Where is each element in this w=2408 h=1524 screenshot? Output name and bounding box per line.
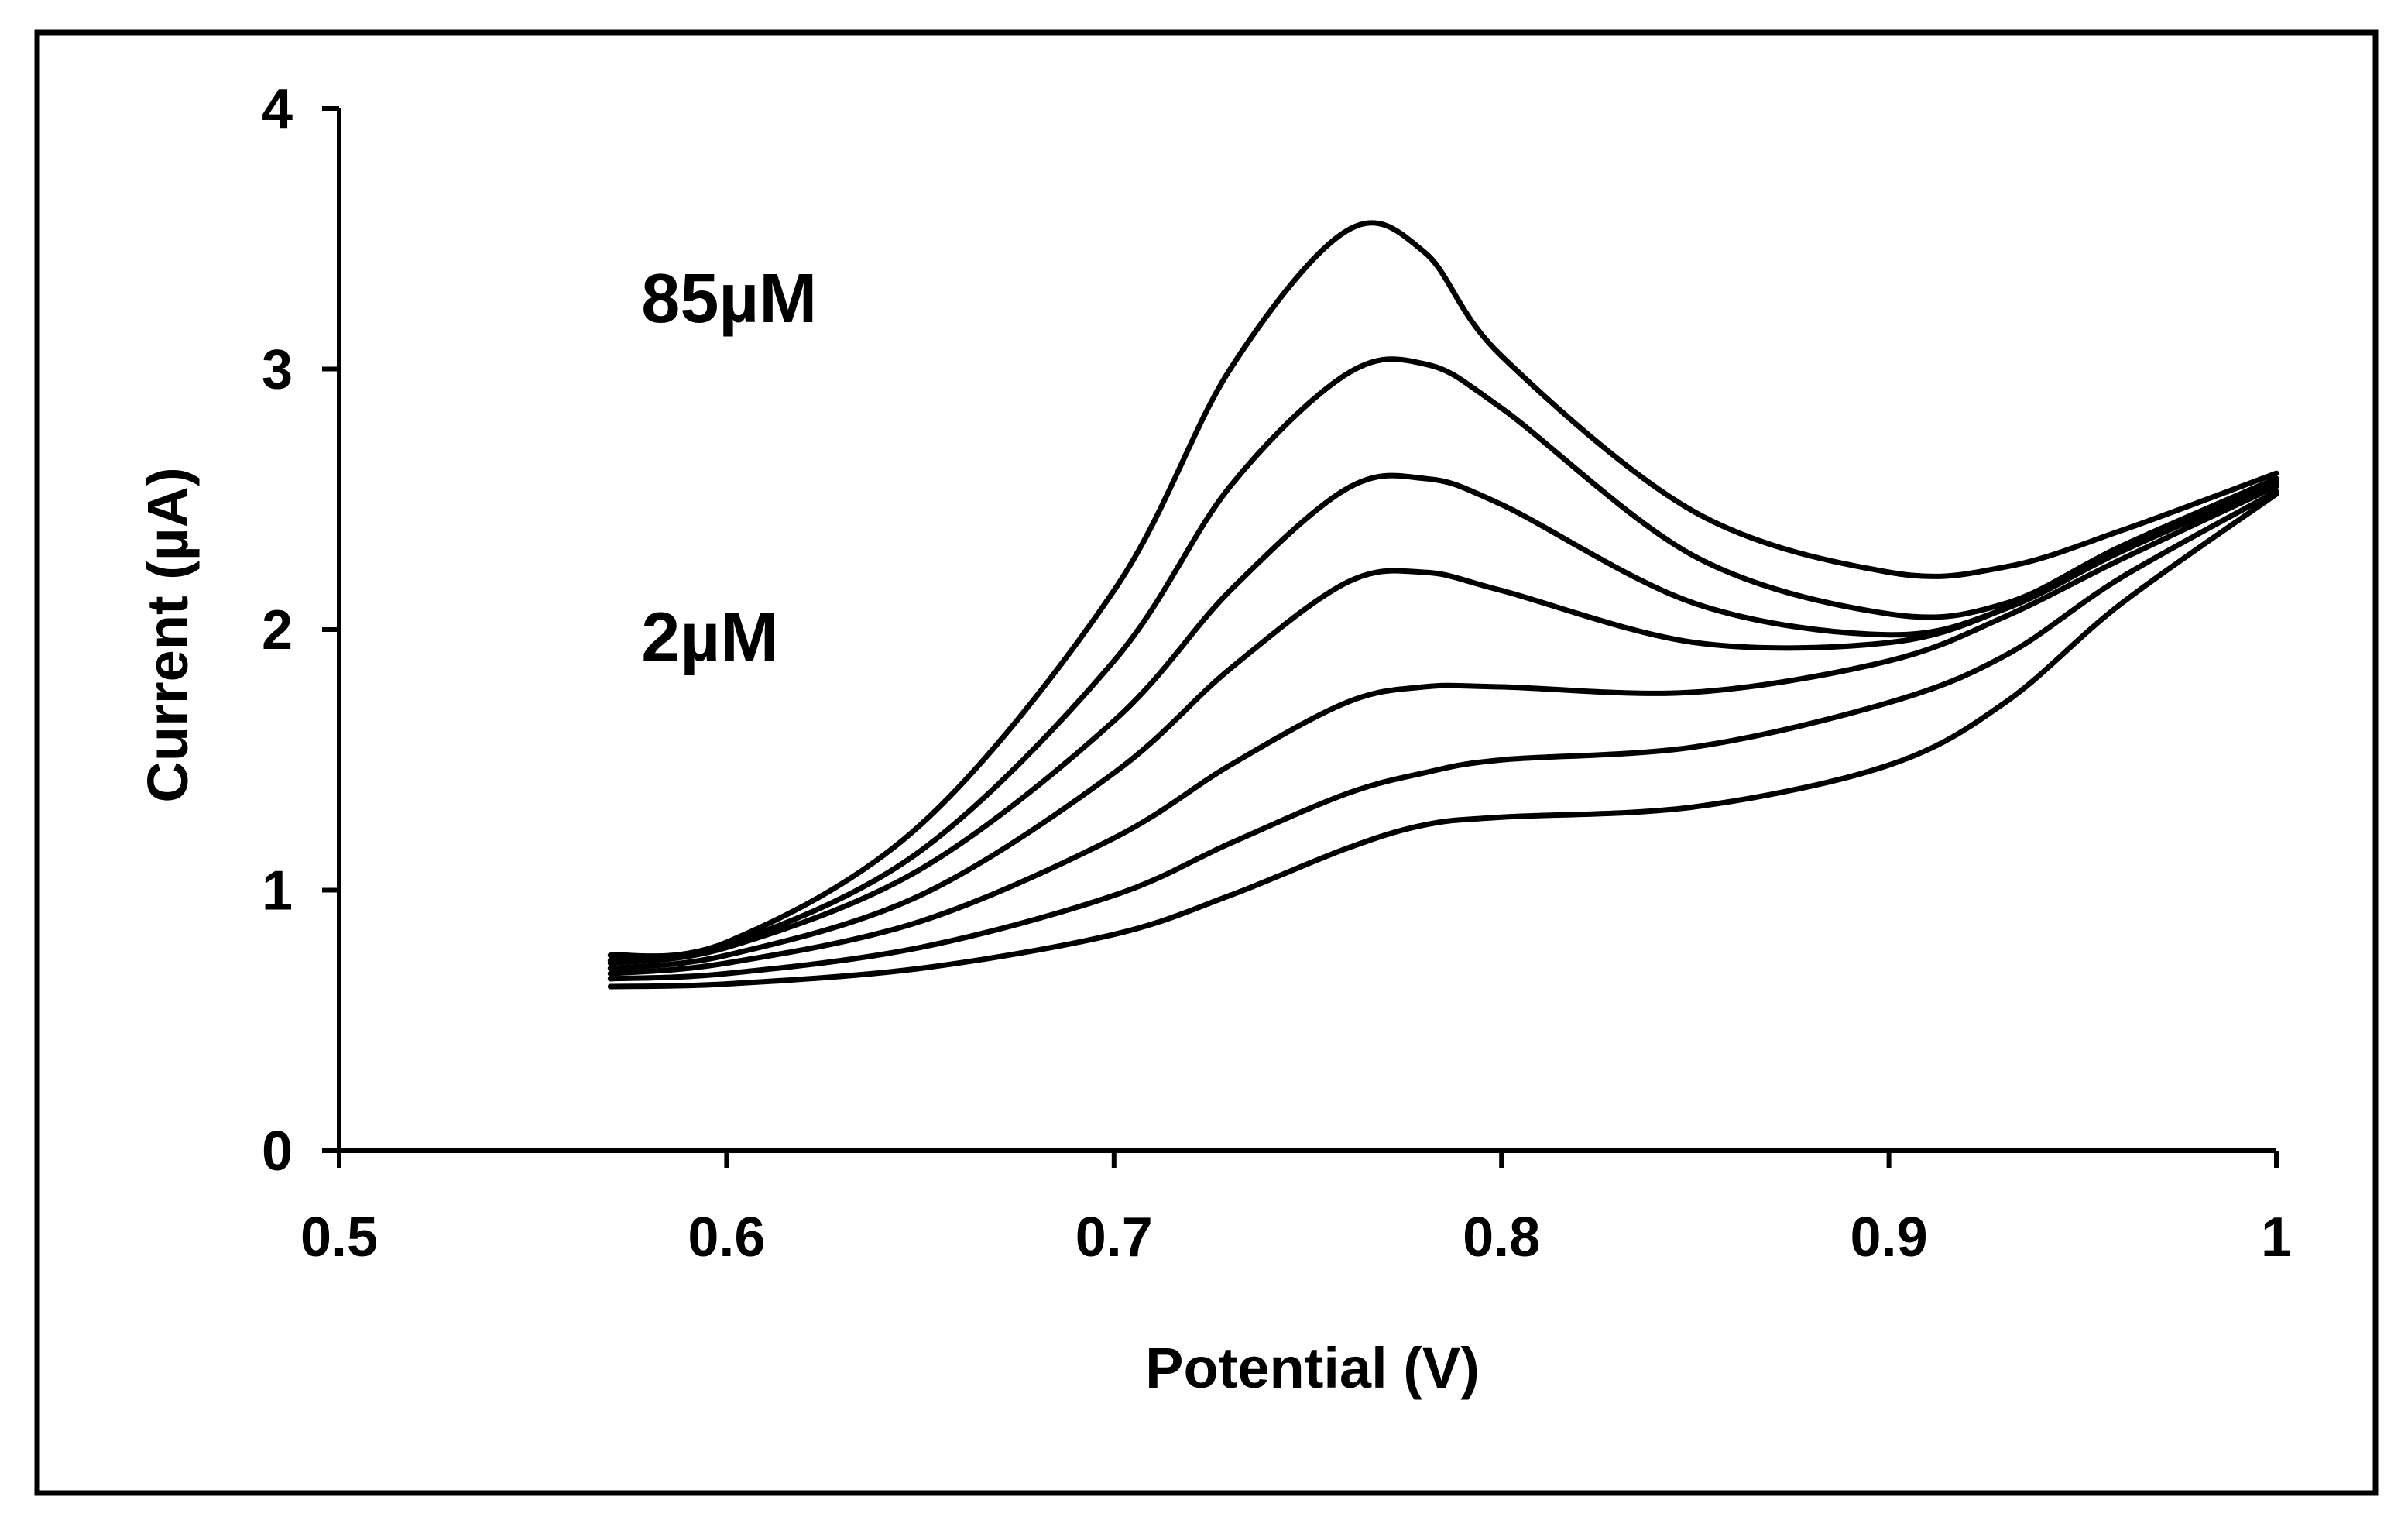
- y-tick-label: 4: [262, 78, 293, 140]
- concentration-annotation: 2µM: [641, 599, 778, 676]
- x-tick-label: 0.9: [1851, 1206, 1928, 1268]
- series-line-4: [607, 481, 2279, 971]
- annotations: 85µM 2µM: [641, 260, 817, 676]
- figure-frame: [34, 29, 2379, 1496]
- x-tick-label: 0.5: [300, 1206, 378, 1268]
- concentration-annotation: 85µM: [641, 260, 817, 338]
- x-tick-label: 0.6: [688, 1206, 765, 1268]
- x-tick-label: 1: [2261, 1206, 2292, 1268]
- y-tick-label: 0: [262, 1121, 293, 1182]
- y-tick-label: 2: [262, 599, 293, 661]
- series-line-2: [607, 489, 2279, 982]
- y-axis-ticks: 0 1 2 3 4: [262, 78, 339, 1182]
- series-line-3: [607, 483, 2279, 977]
- x-tick-label: 0.7: [1075, 1206, 1153, 1268]
- series-line-1: [607, 491, 2279, 990]
- series-line-5: [607, 472, 2279, 966]
- y-axis-title: Current (µA): [135, 467, 200, 802]
- x-tick-label: 0.8: [1463, 1206, 1540, 1268]
- y-tick-label: 3: [262, 339, 293, 401]
- x-axis-ticks: 0.5 0.6 0.7 0.8 0.9 1: [300, 1151, 2292, 1268]
- y-tick-label: 1: [262, 860, 293, 922]
- series-line-7: [607, 220, 2279, 959]
- series-layer: [607, 220, 2279, 990]
- x-axis-title: Potential (V): [1145, 1336, 1480, 1400]
- series-line-6: [607, 356, 2279, 963]
